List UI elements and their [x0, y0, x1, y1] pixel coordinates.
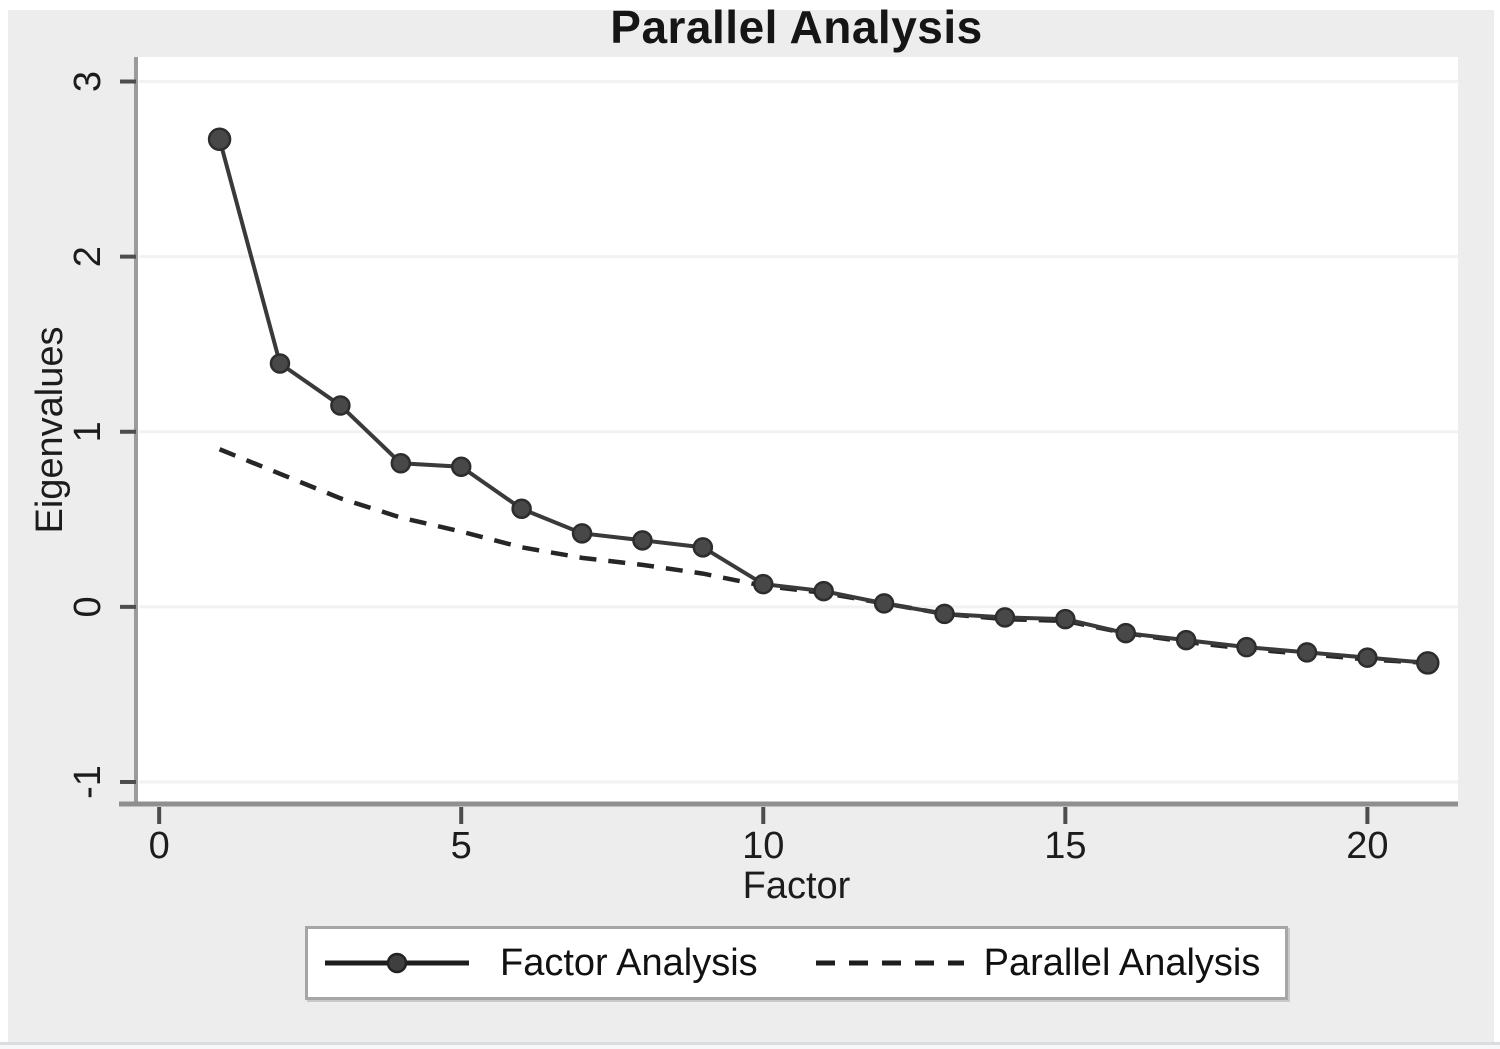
legend-marker-icon [386, 952, 408, 974]
legend-dashed-line-sample-icon [815, 960, 964, 966]
data-point-marker [813, 580, 834, 602]
y-tick-label: 1 [67, 421, 109, 442]
data-point-marker [1296, 642, 1318, 663]
y-tick-label: -1 [67, 765, 109, 799]
bottom-edge-line [0, 1042, 1500, 1045]
plot-area [137, 57, 1458, 803]
data-point-marker [1357, 647, 1378, 668]
y-tick-label: 3 [67, 71, 109, 92]
data-point-marker [1175, 629, 1197, 651]
y-tick-label: 2 [67, 246, 109, 267]
legend: Factor Analysis Parallel Analysis [305, 926, 1288, 1000]
data-point-marker [753, 573, 774, 595]
data-point-marker [692, 537, 714, 558]
data-point-marker [1416, 651, 1440, 675]
x-tick-label: 20 [1346, 825, 1388, 867]
y-axis-title: Eigenvalues [29, 326, 71, 533]
data-point-marker [571, 523, 593, 544]
bottom-edge-pad [0, 1045, 1500, 1049]
data-point-marker [994, 607, 1016, 628]
x-tick-label: 5 [451, 825, 472, 867]
data-point-marker [632, 530, 653, 551]
x-tick-label: 10 [742, 825, 784, 867]
data-point-marker [207, 127, 232, 152]
data-point-marker [269, 353, 291, 374]
x-tick-label: 15 [1044, 825, 1086, 867]
x-tick-label: 0 [149, 825, 170, 867]
x-axis-title: Factor [743, 865, 851, 907]
data-point-marker [934, 603, 955, 625]
data-point-marker [450, 456, 472, 478]
legend-item-factor-analysis: Factor Analysis [500, 941, 758, 984]
y-tick-label: 0 [67, 596, 109, 617]
data-point-marker [873, 593, 895, 614]
data-point-marker [1055, 608, 1076, 630]
data-point-marker [511, 498, 532, 520]
data-point-marker [330, 395, 351, 416]
chart-title: Parallel Analysis [610, 1, 983, 53]
legend-item-parallel-analysis: Parallel Analysis [983, 941, 1261, 984]
data-point-marker [1236, 636, 1257, 658]
data-point-marker [1115, 622, 1136, 644]
legend-solid-line-sample-icon [325, 952, 469, 974]
data-point-marker [390, 453, 412, 474]
